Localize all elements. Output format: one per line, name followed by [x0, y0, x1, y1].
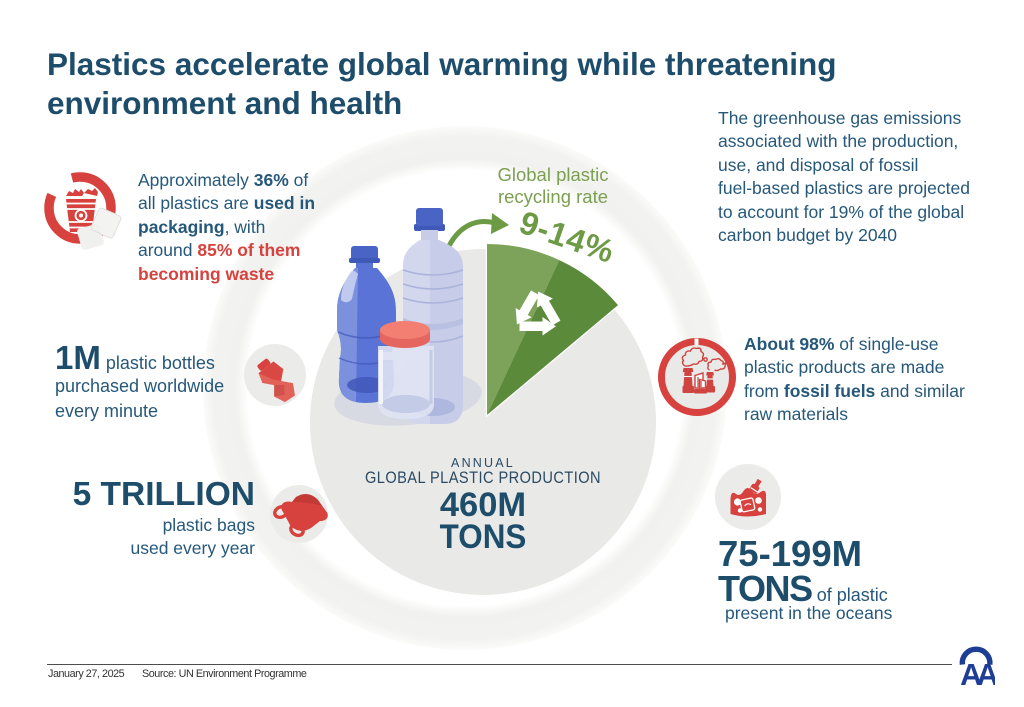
svg-text:AA: AA: [960, 658, 995, 689]
